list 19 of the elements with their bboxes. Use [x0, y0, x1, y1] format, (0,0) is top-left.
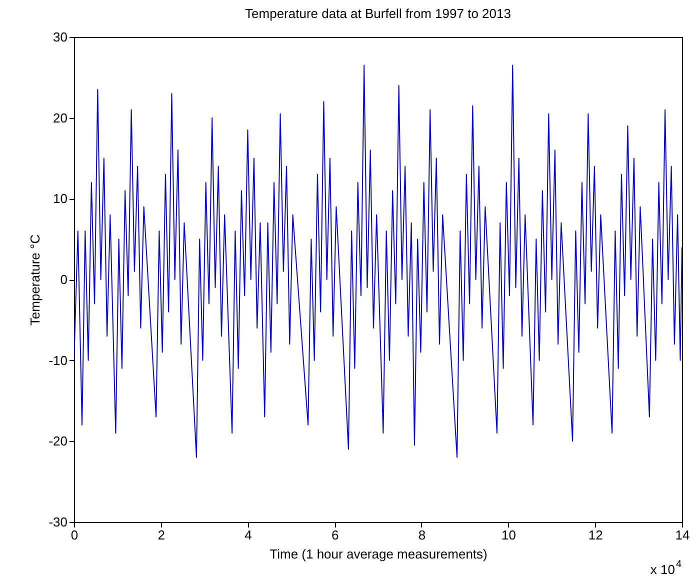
line-series — [74, 64, 682, 458]
y-tick-label: 30 — [53, 30, 68, 44]
x-tick-label: 4 — [244, 528, 252, 542]
y-tick-label: 20 — [53, 110, 68, 126]
y-tick-label: -10 — [48, 352, 68, 368]
x-tick-label: 14 — [675, 528, 690, 542]
x-tick-label: 0 — [70, 528, 78, 542]
x-tick-label: 2 — [158, 528, 165, 542]
chart-title: Temperature data at Burfell from 1997 to 2013 — [245, 6, 511, 21]
x-axis-title: Time (1 hour average measurements) — [270, 546, 488, 562]
x-tick-label: 8 — [418, 528, 426, 542]
y-tick-label: 0 — [60, 272, 68, 287]
y-tick-label: -30 — [48, 514, 68, 530]
y-axis-title: Temperature °C — [28, 234, 43, 326]
y-tick-label: -20 — [48, 434, 68, 449]
y-tick-label: 10 — [53, 191, 68, 206]
x-tick-label: 6 — [331, 528, 339, 542]
x-tick-label: 10 — [502, 528, 516, 542]
x-tick-label: 12 — [588, 528, 603, 542]
